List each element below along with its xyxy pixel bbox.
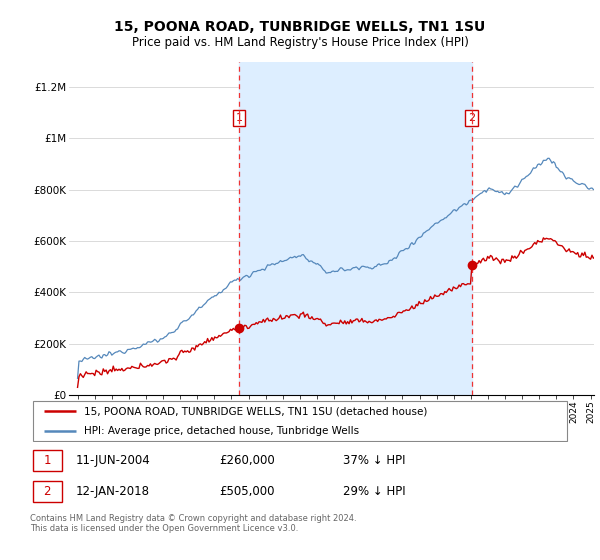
Text: 2: 2 [468, 113, 475, 123]
FancyBboxPatch shape [33, 450, 62, 471]
Text: 1: 1 [236, 113, 242, 123]
Text: Contains HM Land Registry data © Crown copyright and database right 2024.
This d: Contains HM Land Registry data © Crown c… [30, 514, 356, 534]
Text: HPI: Average price, detached house, Tunbridge Wells: HPI: Average price, detached house, Tunb… [84, 426, 359, 436]
Bar [239, 62, 472, 395]
Text: 11-JUN-2004: 11-JUN-2004 [76, 454, 151, 466]
Text: 15, POONA ROAD, TUNBRIDGE WELLS, TN1 1SU (detached house): 15, POONA ROAD, TUNBRIDGE WELLS, TN1 1SU… [84, 407, 427, 416]
Text: 29% ↓ HPI: 29% ↓ HPI [343, 485, 406, 498]
Text: Price paid vs. HM Land Registry's House Price Index (HPI): Price paid vs. HM Land Registry's House … [131, 36, 469, 49]
Text: 37% ↓ HPI: 37% ↓ HPI [343, 454, 406, 466]
Text: 2: 2 [44, 485, 51, 498]
Text: £260,000: £260,000 [219, 454, 275, 466]
Text: 1: 1 [44, 454, 51, 466]
FancyBboxPatch shape [33, 401, 568, 441]
Text: £505,000: £505,000 [219, 485, 275, 498]
Text: 15, POONA ROAD, TUNBRIDGE WELLS, TN1 1SU: 15, POONA ROAD, TUNBRIDGE WELLS, TN1 1SU [115, 20, 485, 34]
Text: 12-JAN-2018: 12-JAN-2018 [76, 485, 150, 498]
FancyBboxPatch shape [33, 481, 62, 502]
